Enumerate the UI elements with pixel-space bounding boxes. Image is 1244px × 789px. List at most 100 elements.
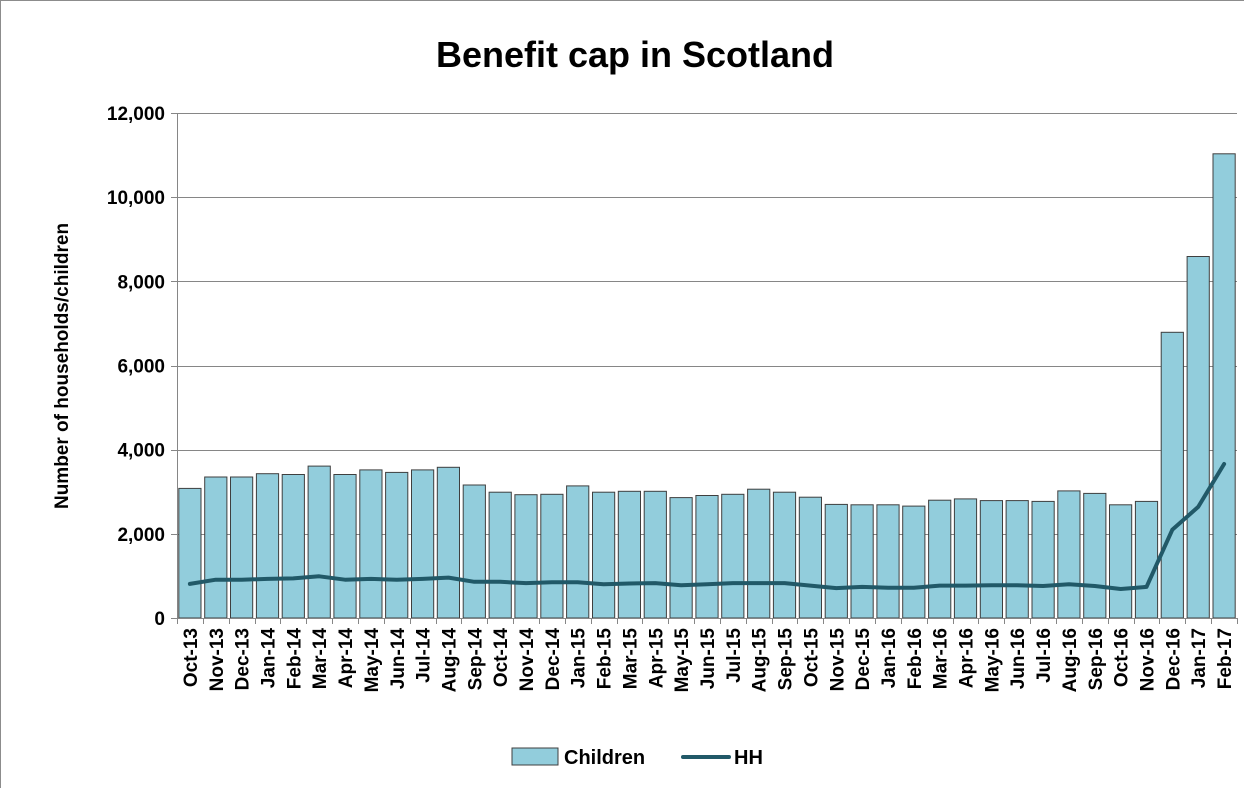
bar-children-Mar-16 bbox=[928, 499, 952, 619]
point-hh-Jan-14 bbox=[265, 577, 270, 581]
x-tick-label-Dec-14: Dec-14 bbox=[543, 628, 564, 691]
x-tick-label-Apr-15: Apr-15 bbox=[646, 628, 667, 689]
y-tick-label-6: 12,000 bbox=[107, 104, 165, 125]
point-hh-Aug-14 bbox=[446, 576, 451, 580]
bar-children-Jun-15 bbox=[695, 495, 719, 619]
bar-children-Jan-15 bbox=[566, 485, 590, 619]
bar-children-Oct-16 bbox=[1109, 504, 1133, 619]
x-tick-label-Feb-14: Feb-14 bbox=[284, 628, 305, 690]
point-hh-Jun-14 bbox=[395, 578, 399, 582]
x-tick-label-Jul-15: Jul-15 bbox=[724, 628, 745, 683]
bar-children-Apr-14 bbox=[333, 474, 357, 619]
bar-children-Dec-14 bbox=[540, 493, 564, 619]
x-tick-label-May-15: May-15 bbox=[672, 628, 693, 693]
point-hh-Feb-14 bbox=[291, 576, 295, 581]
point-hh-Jul-15 bbox=[731, 581, 735, 585]
x-tick-label-Feb-16: Feb-16 bbox=[905, 628, 926, 689]
point-hh-Jan-17 bbox=[1196, 505, 1200, 509]
y-tick-label-3: 6,000 bbox=[117, 357, 165, 378]
hh-line-series bbox=[187, 462, 1227, 591]
y-axis-title: Number of households/children bbox=[52, 223, 73, 509]
x-tick-label-Jun-14: Jun-14 bbox=[388, 628, 409, 690]
x-tick-label-May-16: May-16 bbox=[982, 628, 1003, 692]
bar-children-Mar-14 bbox=[307, 465, 331, 619]
children-bars bbox=[178, 153, 1236, 619]
x-tick-label-Dec-13: Dec-13 bbox=[233, 628, 254, 690]
x-tick-label-Nov-14: Nov-14 bbox=[517, 628, 538, 692]
point-hh-Sep-16 bbox=[1093, 584, 1097, 588]
point-hh-May-15 bbox=[679, 583, 683, 587]
point-hh-Dec-14 bbox=[550, 580, 554, 584]
x-tick-label-Jul-16: Jul-16 bbox=[1034, 628, 1055, 683]
point-hh-Oct-15 bbox=[808, 584, 813, 588]
point-hh-Dec-13 bbox=[240, 578, 244, 582]
bar-children-Dec-15 bbox=[850, 504, 874, 619]
point-hh-May-16 bbox=[989, 583, 994, 587]
x-tick-label-Apr-14: Apr-14 bbox=[336, 628, 357, 689]
x-tick-label-Mar-15: Mar-15 bbox=[620, 628, 641, 690]
bar-children-Aug-16 bbox=[1057, 490, 1081, 619]
point-hh-Nov-15 bbox=[834, 586, 838, 590]
bar-children-Sep-15 bbox=[772, 491, 797, 619]
bar-children-Jun-14 bbox=[385, 471, 409, 619]
y-tick-label-0: 0 bbox=[154, 609, 165, 630]
x-tick-label-Apr-16: Apr-16 bbox=[957, 628, 978, 688]
y-tick-label-1: 2,000 bbox=[117, 525, 165, 546]
bar-children-Dec-16 bbox=[1160, 331, 1184, 619]
x-tick-label-Sep-16: Sep-16 bbox=[1086, 628, 1107, 690]
bar-children-May-14 bbox=[359, 469, 383, 619]
x-tick-label-Aug-16: Aug-16 bbox=[1060, 628, 1081, 692]
point-hh-Jul-16 bbox=[1041, 584, 1045, 588]
legend-label-children: Children bbox=[564, 747, 645, 769]
gridlines bbox=[177, 113, 1237, 535]
x-tick-label-Jan-14: Jan-14 bbox=[259, 628, 280, 689]
x-tick-label-Feb-15: Feb-15 bbox=[595, 628, 616, 690]
x-tick-label-Nov-16: Nov-16 bbox=[1138, 628, 1159, 691]
x-tick-label-Oct-16: Oct-16 bbox=[1112, 628, 1133, 687]
legend: Children HH bbox=[511, 747, 763, 769]
y-axis-tick-labels: 0 2,000 4,000 6,000 8,000 10,000 12,000 bbox=[107, 104, 165, 630]
x-tick-label-Oct-14: Oct-14 bbox=[491, 628, 512, 688]
x-tick-label-Nov-13: Nov-13 bbox=[207, 628, 228, 691]
bar-children-Dec-13 bbox=[230, 476, 254, 619]
bar-children-Jan-17 bbox=[1186, 256, 1210, 619]
x-tick-label-Aug-14: Aug-14 bbox=[440, 628, 461, 693]
x-axis-tick-labels: Oct-13 Nov-13 Dec-13 Jan-14 Feb-14 Mar-14 Apr-… bbox=[181, 628, 1236, 693]
bar-children-Jan-16 bbox=[876, 504, 900, 619]
y-tick-label-4: 8,000 bbox=[117, 272, 165, 293]
x-tick-label-Jun-16: Jun-16 bbox=[1008, 628, 1029, 689]
x-tick-label-Jan-16: Jan-16 bbox=[879, 628, 900, 688]
bar-children-Feb-14 bbox=[281, 474, 305, 619]
x-tick-label-Mar-14: Mar-14 bbox=[310, 628, 331, 690]
axes bbox=[171, 113, 1238, 624]
point-hh-Jan-16 bbox=[886, 586, 890, 590]
point-hh-Jun-15 bbox=[705, 582, 709, 586]
point-hh-Feb-17 bbox=[1222, 462, 1226, 466]
bar-children-May-15 bbox=[669, 497, 693, 619]
point-hh-Oct-13 bbox=[188, 582, 192, 586]
point-hh-Nov-13 bbox=[214, 578, 218, 582]
point-hh-Nov-14 bbox=[524, 581, 528, 585]
point-hh-Jun-16 bbox=[1015, 583, 1019, 587]
bar-children-Mar-15 bbox=[617, 490, 641, 619]
point-hh-Feb-16 bbox=[912, 586, 916, 590]
bar-children-Aug-14 bbox=[436, 466, 460, 619]
x-tick-label-Sep-14: Sep-14 bbox=[465, 628, 486, 691]
point-hh-Jan-15 bbox=[576, 580, 580, 584]
bar-children-Oct-14 bbox=[488, 491, 512, 619]
x-tick-label-Jan-15: Jan-15 bbox=[569, 628, 590, 689]
point-hh-Sep-14 bbox=[472, 580, 476, 584]
bar-children-Jan-14 bbox=[255, 473, 280, 619]
point-hh-Mar-16 bbox=[938, 584, 942, 588]
bar-children-Jul-15 bbox=[721, 493, 745, 619]
legend-label-hh: HH bbox=[734, 747, 763, 769]
chart-title: Benefit cap in Scotland bbox=[436, 34, 834, 75]
point-hh-Apr-15 bbox=[653, 581, 657, 585]
bar-children-Oct-13 bbox=[178, 487, 202, 619]
point-hh-Nov-16 bbox=[1144, 585, 1149, 589]
bar-children-May-16 bbox=[979, 500, 1003, 619]
point-hh-May-14 bbox=[369, 577, 373, 581]
point-hh-Sep-15 bbox=[783, 581, 787, 585]
